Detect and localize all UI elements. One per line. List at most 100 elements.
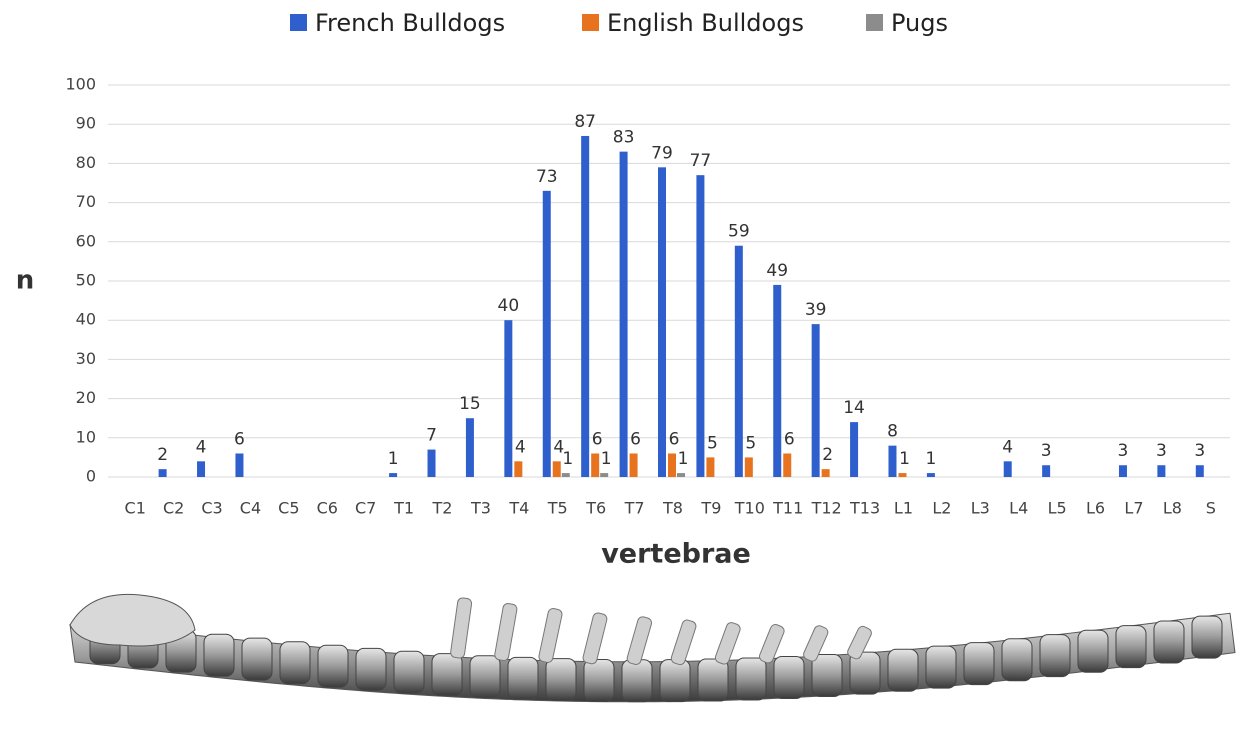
value-label: 8: [887, 422, 898, 442]
value-label: 6: [669, 429, 680, 449]
bar: [706, 457, 714, 477]
value-label: 3: [1194, 441, 1205, 461]
spine-illustration: [70, 594, 1235, 701]
vertebra: [356, 648, 386, 690]
bar: [600, 473, 608, 477]
legend-label: French Bulldogs: [315, 9, 505, 37]
bar: [553, 461, 561, 477]
x-tick-label: L5: [1048, 499, 1067, 518]
bar: [1119, 465, 1127, 477]
bar: [1004, 461, 1012, 477]
x-tick-label: T12: [811, 499, 842, 518]
value-label: 4: [196, 437, 207, 457]
x-tick-label: C7: [355, 499, 376, 518]
bar: [783, 453, 791, 477]
x-tick-label: T3: [470, 499, 491, 518]
bar: [888, 446, 896, 477]
legend-label: English Bulldogs: [607, 9, 804, 37]
y-tick-label: 90: [76, 114, 96, 133]
bar: [235, 453, 243, 477]
bar: [1042, 465, 1050, 477]
value-label: 87: [574, 112, 596, 132]
x-tick-label: L3: [971, 499, 990, 518]
y-tick-label: 100: [65, 75, 96, 94]
vertebra: [660, 660, 690, 702]
vertebra: [394, 651, 424, 693]
x-tick-label: T10: [734, 499, 765, 518]
value-label: 4: [1002, 437, 1013, 457]
bar: [620, 152, 628, 477]
vertebra: [584, 659, 614, 701]
x-tick-label: C2: [163, 499, 184, 518]
vertebra: [508, 657, 538, 699]
x-axis-title: vertebrae: [601, 539, 751, 570]
y-tick-label: 20: [76, 388, 96, 407]
vertebra: [698, 659, 728, 701]
bar: [428, 450, 436, 477]
y-tick-label: 10: [76, 427, 96, 446]
value-label: 1: [601, 449, 612, 469]
bar: [822, 469, 830, 477]
spinous-process: [450, 597, 472, 658]
bar: [581, 136, 589, 477]
bar: [514, 461, 522, 477]
x-tick-label: T11: [772, 499, 803, 518]
value-label: 1: [678, 449, 689, 469]
bar: [197, 461, 205, 477]
bar: [1157, 465, 1165, 477]
value-label: 6: [234, 429, 245, 449]
bar: [591, 453, 599, 477]
x-tick-label: T4: [508, 499, 529, 518]
legend-swatch: [866, 14, 883, 31]
x-tick-label: C3: [201, 499, 222, 518]
x-tick-label: S: [1206, 499, 1216, 518]
vertebra: [546, 659, 576, 701]
value-label: 5: [745, 433, 756, 453]
vertebra: [318, 645, 348, 687]
bar: [735, 246, 743, 477]
x-tick-label: L1: [894, 499, 913, 518]
x-tick-label: L8: [1163, 499, 1182, 518]
spinous-process: [714, 621, 742, 665]
spinous-process: [582, 612, 608, 665]
x-tick-label: T9: [700, 499, 721, 518]
value-label: 2: [157, 445, 168, 465]
x-tick-label: T6: [585, 499, 606, 518]
vertebra: [622, 660, 652, 702]
bar: [630, 453, 638, 477]
value-label: 14: [843, 398, 865, 418]
spinous-process: [670, 619, 697, 666]
bar: [466, 418, 474, 477]
value-label: 2: [822, 445, 833, 465]
x-tick-label: T7: [624, 499, 645, 518]
value-label: 59: [728, 222, 750, 242]
bar: [927, 473, 935, 477]
x-tick-label: C4: [240, 499, 261, 518]
value-label: 79: [651, 143, 673, 163]
bar: [504, 320, 512, 477]
value-label: 4: [515, 437, 526, 457]
value-label: 49: [766, 261, 788, 281]
value-label: 73: [536, 167, 558, 187]
spinous-process: [494, 603, 518, 662]
y-tick-label: 0: [86, 467, 96, 486]
value-label: 6: [592, 429, 603, 449]
y-tick-label: 60: [76, 231, 96, 250]
vertebra: [888, 649, 918, 691]
x-tick-label: T13: [849, 499, 880, 518]
vertebra: [1002, 639, 1032, 681]
vertebra: [470, 656, 500, 698]
vertebra: [280, 642, 310, 684]
vertebra: [1040, 635, 1070, 677]
value-label: 3: [1156, 441, 1167, 461]
vertebra: [964, 643, 994, 685]
value-label: 6: [784, 429, 795, 449]
value-label: 6: [630, 429, 641, 449]
legend-label: Pugs: [891, 9, 948, 37]
x-tick-label: L2: [932, 499, 951, 518]
value-label: 15: [459, 394, 481, 414]
value-label: 40: [498, 296, 520, 316]
bar: [159, 469, 167, 477]
bar: [658, 167, 666, 477]
bar: [745, 457, 753, 477]
